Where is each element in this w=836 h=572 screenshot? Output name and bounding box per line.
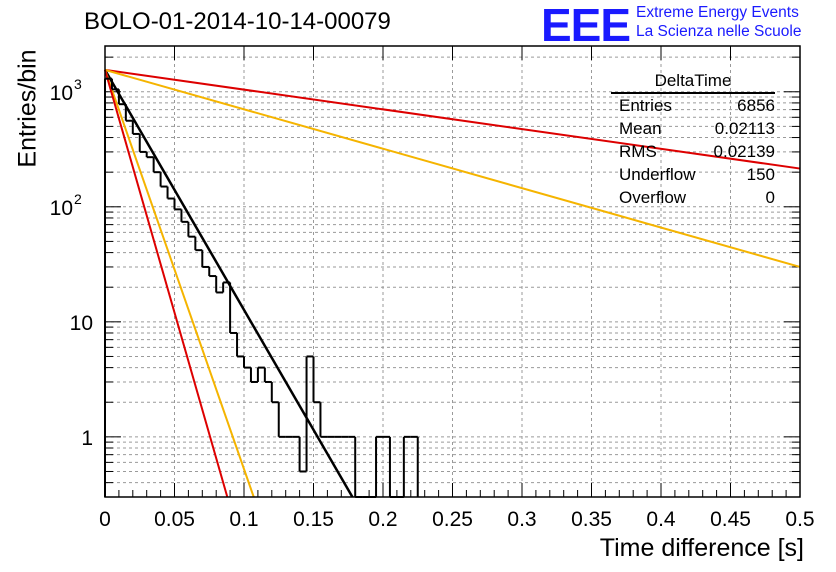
x-tick-label: 0.1	[229, 508, 258, 531]
tick-labels: 0 0.05 0.1 0.15 0.2 0.25 0.3 0.35 0.4 0.45 0.5 1 10 1…	[50, 76, 815, 531]
stats-label: Entries	[619, 96, 672, 115]
stats-label: RMS	[619, 142, 657, 161]
stats-label: Overflow	[619, 188, 687, 207]
x-axis-label: Time difference [s]	[599, 534, 804, 562]
x-tick-label: 0.2	[368, 508, 397, 531]
stats-row: Underflow 150	[611, 163, 775, 186]
series-layer	[103, 68, 801, 498]
x-tick-label: 0.3	[507, 508, 536, 531]
x-tick-label: 0	[99, 508, 111, 531]
stats-label: Underflow	[619, 165, 696, 184]
stats-row: Overflow 0	[611, 186, 775, 209]
stats-row: Mean 0.02113	[611, 117, 775, 140]
logo-line-1: Extreme Energy Events	[636, 4, 799, 21]
y-tick-exponent: 2	[74, 191, 82, 207]
stats-title: DeltaTime	[611, 70, 775, 94]
stats-label: Mean	[619, 119, 662, 138]
fit-line	[104, 69, 255, 498]
eee-logo: EEE	[541, 0, 631, 51]
eee-logo-text: Extreme Energy Events La Scienza nelle S…	[636, 3, 801, 41]
stats-value: 0.02113	[714, 119, 775, 138]
stats-box: DeltaTime Entries 6856 Mean 0.02113 RMS 0.0…	[611, 70, 801, 209]
grid	[105, 46, 800, 498]
y-tick-label: 1	[81, 427, 93, 450]
stats-value: 0	[765, 188, 775, 207]
logo-line-2: La Scienza nelle Scuole	[636, 23, 802, 40]
chart-title: BOLO-01-2014-10-14-00079	[84, 8, 391, 35]
x-tick-label: 0.15	[293, 508, 334, 531]
histogram-layer	[104, 77, 419, 498]
x-tick-label: 0.25	[432, 508, 473, 531]
stats-row: RMS 0.02139	[611, 140, 775, 163]
fit-line	[104, 69, 229, 498]
y-axis-label: Entries/bin	[13, 49, 42, 168]
plot-frame	[104, 45, 801, 498]
x-tick-label: 0.05	[154, 508, 195, 531]
fit-line	[103, 69, 354, 498]
y-tick-label: 10	[70, 312, 93, 335]
y-tick-exponent: 3	[74, 76, 82, 92]
x-tick-label: 0.45	[710, 508, 751, 531]
fit-line	[104, 68, 801, 170]
x-tick-label: 0.4	[646, 508, 676, 531]
y-tick-label: 10	[50, 197, 73, 220]
y-tick-label: 10	[50, 82, 73, 105]
stats-value: 6856	[737, 96, 775, 115]
x-tick-label: 0.5	[785, 508, 814, 531]
stats-row: Entries 6856	[611, 94, 775, 117]
stats-value: 0.02139	[713, 142, 775, 161]
fit-line	[104, 68, 801, 268]
x-tick-label: 0.35	[571, 508, 612, 531]
stats-value: 150	[746, 165, 775, 184]
